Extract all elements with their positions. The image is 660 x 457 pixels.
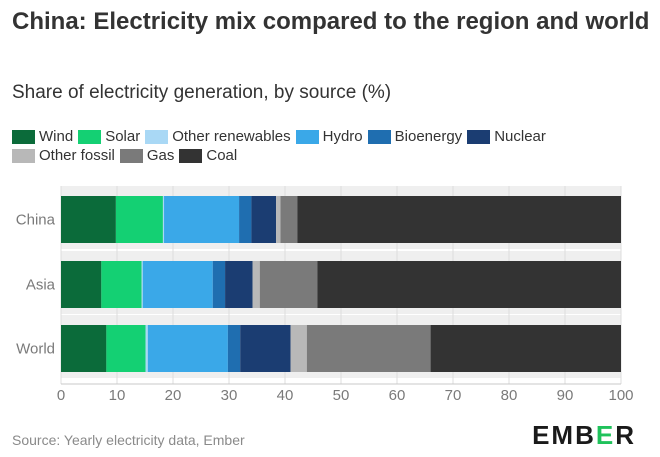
legend-label: Solar [105,128,141,145]
bar-segment [317,261,621,308]
chart-legend: Wind Solar Other renewables Hydro Bioenergy N… [12,128,652,164]
bar-segment [290,325,307,372]
bar-segment [61,325,107,372]
legend-item: Other fossil [12,147,115,164]
chart-title: China: Electricity mix compared to the r… [12,8,650,35]
logo-text-prefix: EMB [532,420,596,450]
bar-segment [306,325,431,372]
bar-segment [164,196,240,243]
legend-swatch [78,129,102,144]
bar-segment [297,196,621,243]
source-note: Source: Yearly electricity data, Ember [12,432,245,448]
x-tick-label: 90 [557,387,574,404]
bar-segment [240,325,291,372]
legend-label: Hydro [322,128,363,145]
x-tick-label: 10 [109,387,126,404]
category-label: World [16,341,55,358]
ember-logo: EMBER [532,420,636,451]
legend-label: Wind [39,128,74,145]
x-tick-label: 70 [445,387,462,404]
bar-segment [101,261,142,308]
bar-segment [252,261,260,308]
bar-segment [147,325,228,372]
x-tick-label: 100 [608,387,633,404]
category-label: China [16,212,56,229]
legend-item: Bioenergy [367,128,463,145]
x-tick-label: 0 [57,387,65,404]
chart-subtitle: Share of electricity generation, by sour… [12,82,392,103]
bar-segment [115,196,163,243]
bar-segment [276,196,281,243]
legend-label: Other renewables [172,128,291,145]
legend-swatch [12,129,35,144]
legend-swatch [179,148,203,163]
legend-item: Coal [179,147,237,164]
x-tick-label: 60 [389,387,406,404]
bar-segment [430,325,621,372]
bar-segment [141,261,143,308]
bar-segment [251,196,277,243]
legend-item: Hydro [295,128,363,145]
legend-swatch [467,129,491,144]
bar-segment [280,196,298,243]
legend-item: Other renewables [145,128,291,145]
legend-item: Nuclear [467,128,546,145]
logo-text-accent: E [595,420,616,450]
x-tick-label: 20 [165,387,182,404]
bar-segment [142,261,213,308]
bar-segment [106,325,146,372]
bar-segment [212,261,226,308]
legend-label: Bioenergy [394,128,463,145]
bar-segment [259,261,318,308]
bar-segment [239,196,252,243]
legend-swatch [367,129,391,144]
bar-segment [225,261,253,308]
legend-item: Solar [78,128,140,145]
x-tick-label: 50 [333,387,350,404]
bar-segment [61,261,102,308]
bar-segment [162,196,165,243]
legend-swatch [145,129,169,144]
category-label: Asia [26,277,56,294]
legend-swatch [12,148,35,163]
legend-swatch [295,129,319,144]
bar-segment [61,196,116,243]
legend-item: Gas [119,147,175,164]
legend-swatch [119,148,143,163]
logo-text-suffix: R [615,420,636,450]
legend-label: Gas [146,147,175,164]
x-tick-label: 30 [221,387,238,404]
legend-label: Coal [206,147,238,164]
bar-segment [227,325,241,372]
x-tick-label: 40 [277,387,294,404]
legend-label: Nuclear [494,128,546,145]
bar-segment [145,325,148,372]
x-tick-label: 80 [501,387,518,404]
legend-label: Other fossil [39,147,115,164]
legend-item: Wind [12,128,73,145]
